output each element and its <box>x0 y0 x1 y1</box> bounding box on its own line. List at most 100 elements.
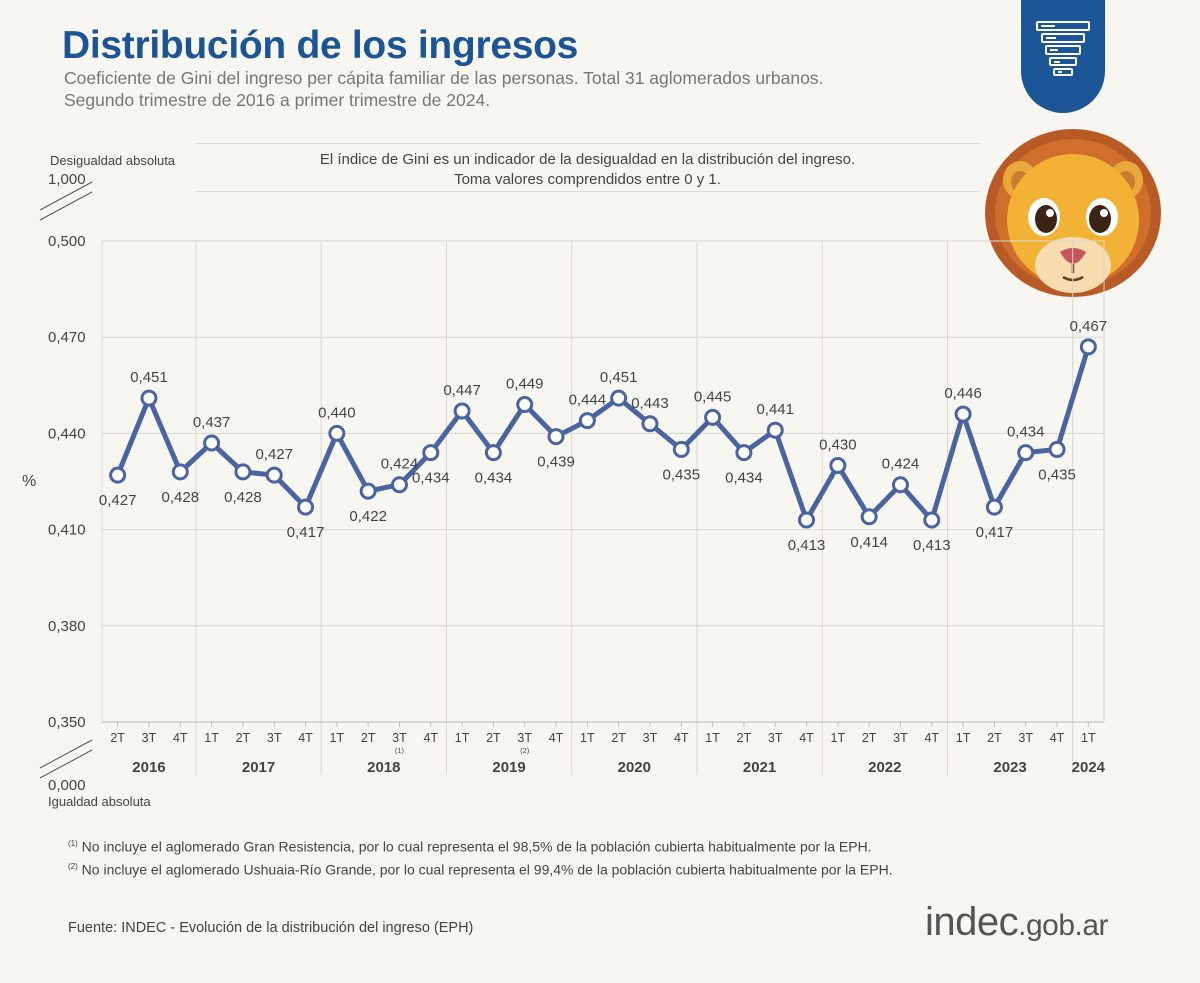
quarter-label: 2T <box>611 731 626 745</box>
page-title: Distribución de los ingresos <box>62 24 579 67</box>
quarter-label: 2T <box>862 731 877 745</box>
data-label: 0,428 <box>162 489 200 506</box>
data-label: 0,443 <box>631 395 669 412</box>
bottom-axis-value: 0,000 <box>48 777 86 794</box>
year-label: 2019 <box>492 759 525 776</box>
indec-logo: indec.gob.ar <box>925 900 1109 945</box>
year-label: 2016 <box>132 759 165 776</box>
income-pyramid-icon <box>1036 21 1090 76</box>
year-label: 2017 <box>242 759 275 776</box>
y-tick-label: 0,380 <box>48 618 86 635</box>
data-label: 0,446 <box>944 385 982 402</box>
data-point <box>516 396 534 414</box>
year-label: 2023 <box>993 759 1026 776</box>
data-label: 0,440 <box>318 404 356 421</box>
quarter-label: 3T <box>517 731 532 745</box>
data-label: 0,435 <box>1038 466 1076 483</box>
lion-mascot <box>985 129 1161 297</box>
axis-break-marks <box>39 181 93 779</box>
quarter-label: 1T <box>580 731 595 745</box>
data-point <box>610 389 628 407</box>
data-label: 0,434 <box>1007 424 1045 441</box>
distribution-badge <box>1021 0 1105 113</box>
footnotes: (1) No incluye el aglomerado Gran Resist… <box>68 834 893 879</box>
subtitle-line-1: Coeficiente de Gini del ingreso per cápi… <box>64 68 824 88</box>
quarter-label: 4T <box>549 731 564 745</box>
data-label: 0,413 <box>913 537 951 554</box>
top-axis-value: 1,000 <box>48 171 86 188</box>
data-label: 0,441 <box>756 401 794 418</box>
data-point <box>453 402 471 420</box>
data-point <box>891 476 909 494</box>
data-point <box>203 434 221 452</box>
quarter-label: 3T <box>768 731 783 745</box>
data-label: 0,444 <box>569 392 607 409</box>
data-point <box>484 444 502 462</box>
footnote-1-text: No incluye el aglomerado Gran Resistenci… <box>77 838 872 855</box>
data-label: 0,435 <box>663 466 701 483</box>
quarter-label: 2T <box>737 731 752 745</box>
data-point <box>735 444 753 462</box>
note-line-2: Toma valores comprendidos entre 0 y 1. <box>454 171 721 188</box>
data-point <box>140 389 158 407</box>
logo-main: indec <box>925 900 1019 944</box>
quarter-label: 3T <box>267 731 282 745</box>
footnote-1-mark: (1) <box>68 839 78 848</box>
data-point <box>860 508 878 526</box>
data-label: 0,434 <box>412 470 450 487</box>
quarter-label: 4T <box>924 731 939 745</box>
data-label: 0,427 <box>255 446 293 463</box>
data-label: 0,417 <box>976 524 1014 541</box>
data-label: 0,424 <box>381 456 419 473</box>
year-label: 2020 <box>618 759 651 776</box>
data-label: 0,451 <box>130 369 168 386</box>
quarter-label: 1T <box>956 731 971 745</box>
quarter-label: 2T <box>987 731 1002 745</box>
data-point <box>954 405 972 423</box>
data-point <box>265 466 283 484</box>
data-point <box>234 463 252 481</box>
data-point <box>390 476 408 494</box>
data-label: 0,437 <box>193 414 231 431</box>
unit-label: % <box>22 473 37 490</box>
quarter-label: 1T <box>831 731 846 745</box>
top-axis-label: Desigualdad absoluta <box>50 153 176 168</box>
footnote-1: (1) No incluye el aglomerado Gran Resist… <box>68 834 893 857</box>
data-label: 0,434 <box>725 470 763 487</box>
quarter-label: 2T <box>486 731 501 745</box>
footnote-2-text: No incluye el aglomerado Ushuaia-Río Gra… <box>77 861 893 878</box>
data-point <box>704 408 722 426</box>
year-label: 2022 <box>868 759 901 776</box>
data-label: 0,445 <box>694 388 732 405</box>
quarter-label: 3T <box>1018 731 1033 745</box>
y-tick-label: 0,410 <box>48 522 86 539</box>
quarter-label: 3T <box>392 731 407 745</box>
data-label: 0,439 <box>537 454 575 471</box>
data-point <box>923 511 941 529</box>
data-point <box>798 511 816 529</box>
data-point <box>1079 338 1097 356</box>
data-label: 0,447 <box>443 382 481 399</box>
footnote-2-mark: (2) <box>68 861 78 871</box>
year-label: 2024 <box>1072 759 1106 776</box>
y-tick-label: 0,350 <box>48 714 86 731</box>
data-label: 0,427 <box>99 492 137 509</box>
data-point <box>328 424 346 442</box>
quarter-label: 2T <box>361 731 376 745</box>
quarter-label: 4T <box>173 731 188 745</box>
year-label: 2021 <box>743 759 776 776</box>
source-note: Fuente: INDEC - Evolución de la distribu… <box>68 920 474 936</box>
data-point <box>672 440 690 458</box>
data-label: 0,449 <box>506 376 544 393</box>
data-point <box>109 466 127 484</box>
quarter-label: 1T <box>455 731 470 745</box>
data-label: 0,422 <box>349 508 387 525</box>
y-tick-label: 0,440 <box>48 425 86 442</box>
y-tick-label: 0,500 <box>48 233 86 250</box>
data-point <box>422 444 440 462</box>
data-point <box>766 421 784 439</box>
data-point <box>1017 444 1035 462</box>
data-label: 0,414 <box>850 534 888 551</box>
data-label: 0,424 <box>882 456 920 473</box>
